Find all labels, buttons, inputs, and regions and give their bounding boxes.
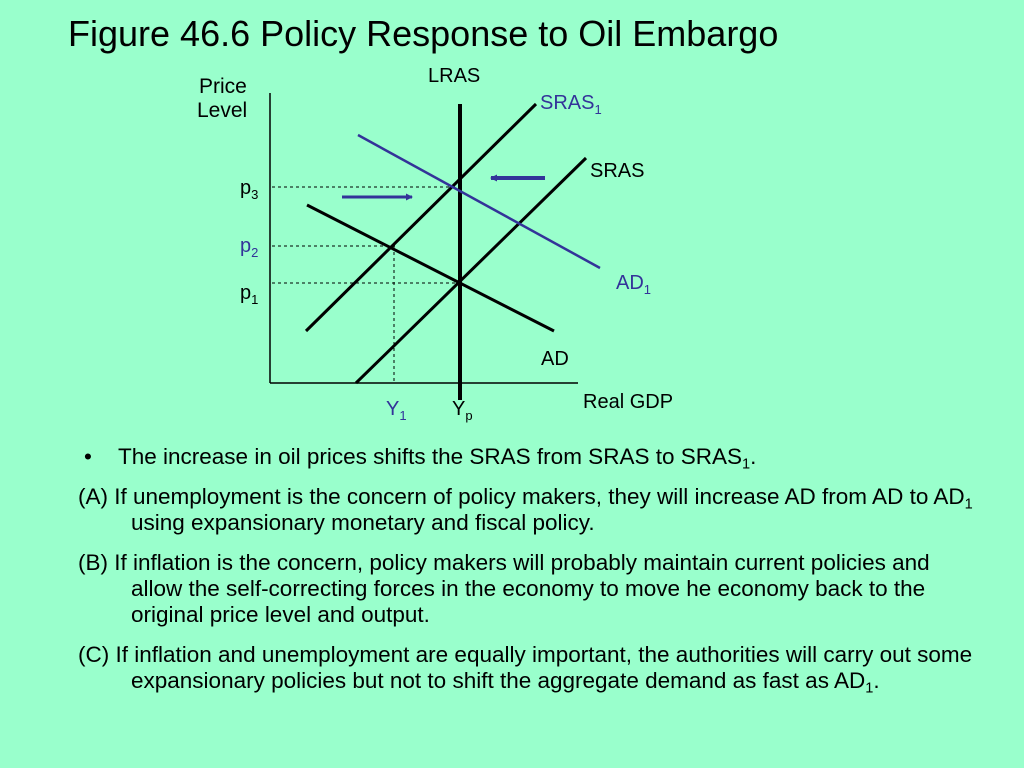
explanation-text: • The increase in oil prices shifts the … [78, 444, 978, 697]
p1-label: p1 [240, 282, 258, 307]
bullet-dot: • [84, 444, 92, 469]
sras-label: SRAS [590, 160, 644, 182]
sras1-curve [304, 102, 538, 333]
paragraph-a-subscript: 1 [964, 496, 973, 513]
ad1-curve [357, 133, 601, 270]
y1-label: Y1 [386, 398, 407, 423]
policy-response-diagram: Price Level Real GDP LRAS SRAS1 SRAS AD1… [197, 65, 673, 423]
paragraph-a: (A) If unemployment is the concern of po… [78, 484, 978, 536]
ad1-label: AD1 [616, 272, 651, 297]
sras-curve [354, 156, 588, 385]
paragraph-a-text-1: (A) If unemployment is the concern of po… [78, 484, 965, 509]
intro-bullet: • The increase in oil prices shifts the … [78, 444, 978, 473]
ad-curve [306, 203, 555, 333]
ad-label: AD [541, 348, 569, 370]
x-axis-label: Real GDP [583, 391, 673, 413]
intro-end: . [750, 444, 757, 469]
lras-label: LRAS [428, 65, 480, 87]
y-axis-label-line2: Level [197, 99, 247, 122]
paragraph-c-subscript: 1 [865, 680, 874, 697]
y-axis-label-line1: Price [199, 75, 247, 98]
paragraph-c-text-1: (C) If inflation and unemployment are eq… [78, 642, 973, 693]
p3-label: p3 [240, 177, 258, 202]
intro-subscript: 1 [742, 456, 751, 473]
paragraph-b-text: (B) If inflation is the concern, policy … [78, 550, 930, 627]
yp-label: Yp [452, 398, 473, 423]
paragraph-c: (C) If inflation and unemployment are eq… [78, 642, 978, 697]
slide-title: Figure 46.6 Policy Response to Oil Embar… [68, 13, 779, 54]
paragraph-c-text-2: . [873, 668, 880, 693]
intro-text: The increase in oil prices shifts the SR… [118, 444, 742, 469]
p2-label: p2 [240, 235, 258, 260]
paragraph-b: (B) If inflation is the concern, policy … [78, 550, 978, 628]
sras1-label: SRAS1 [540, 92, 602, 117]
paragraph-a-text-2: using expansionary monetary and fiscal p… [131, 510, 595, 535]
